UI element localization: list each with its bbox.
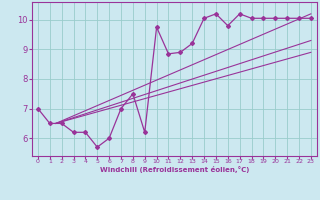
X-axis label: Windchill (Refroidissement éolien,°C): Windchill (Refroidissement éolien,°C) (100, 166, 249, 173)
